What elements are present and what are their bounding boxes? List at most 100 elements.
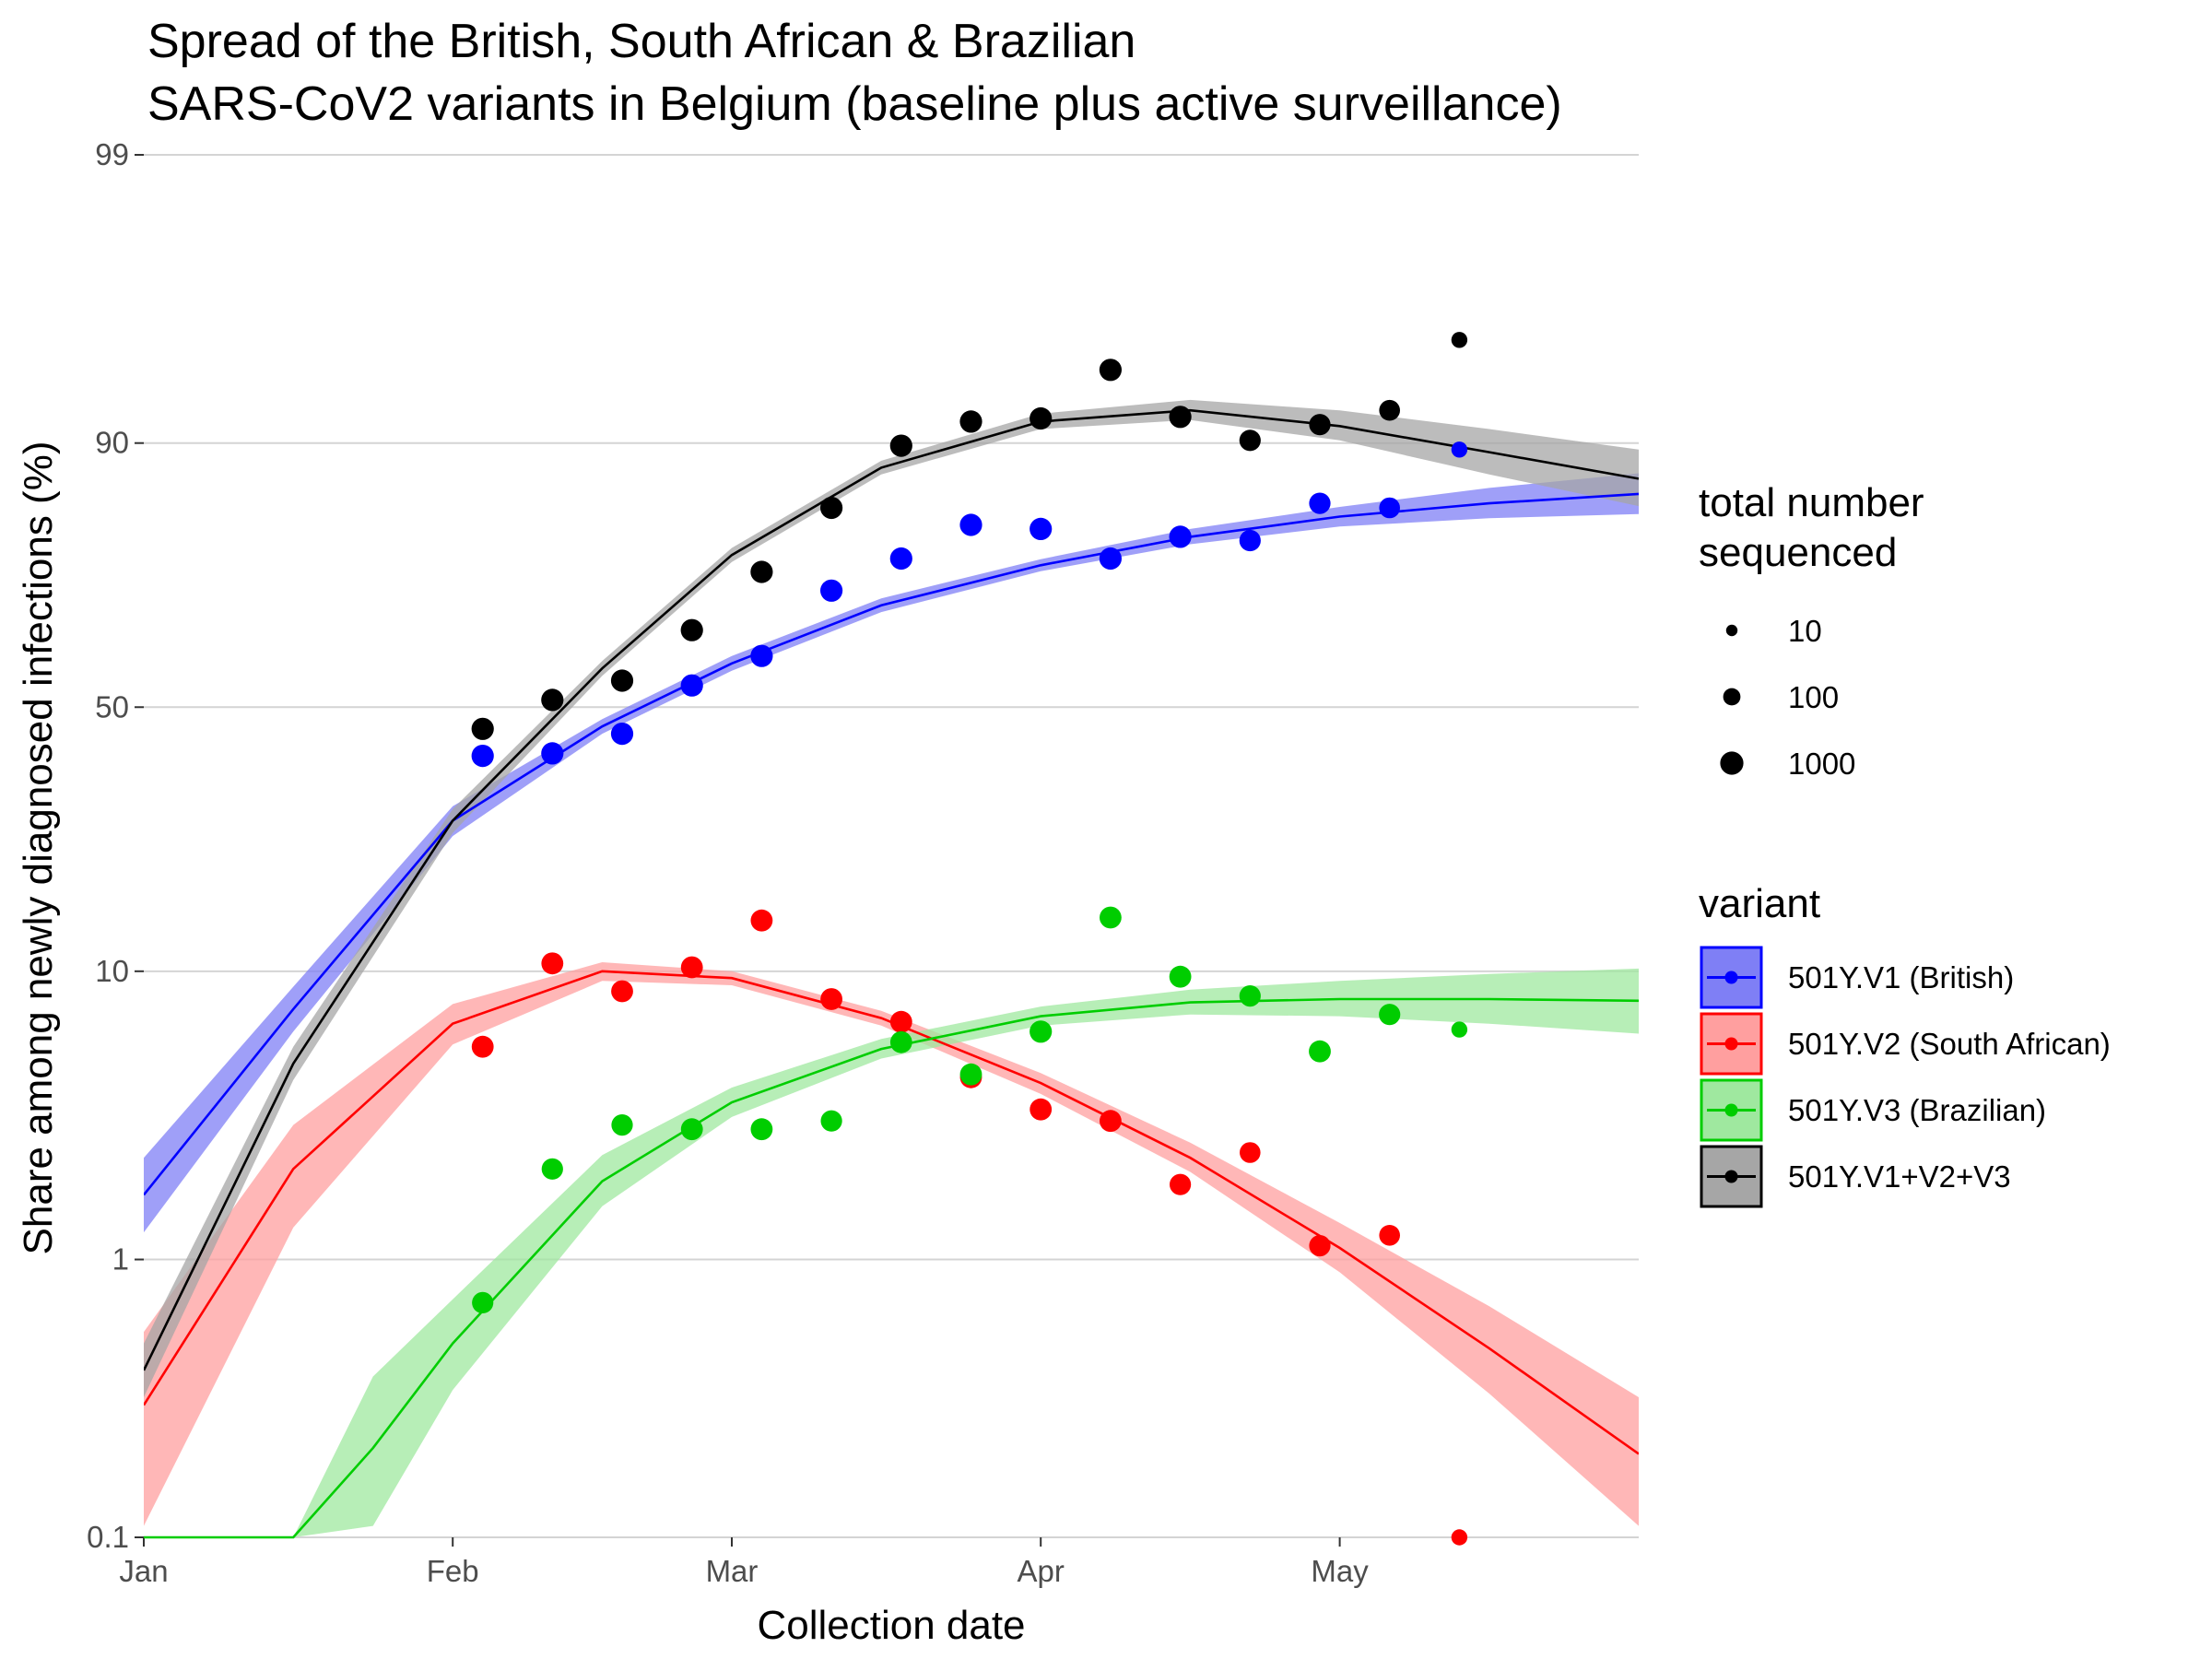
data-point [1451,1021,1468,1038]
data-point [611,980,633,1003]
data-point [820,1110,842,1132]
size-legend-label: 10 [1788,614,1822,648]
size-legend-dot [1720,751,1744,775]
data-point [1170,1173,1192,1195]
data-point [820,988,842,1010]
data-point [1239,529,1261,552]
variant-legend-label: 501Y.V3 (Brazilian) [1788,1093,2046,1127]
x-tick-label: Feb [427,1554,479,1588]
size-legend-label: 100 [1788,680,1839,714]
data-point [959,410,982,433]
data-point [820,579,843,602]
data-point [1379,1004,1401,1026]
size-legend-dot [1723,688,1741,706]
y-tick-label: 50 [95,689,129,724]
size-legend: total number sequenced 10 100 1000 [1699,480,1924,781]
fit-lines [144,408,1639,1539]
data-point [1099,547,1122,571]
data-point [471,745,494,768]
data-point [610,669,634,692]
data-point [889,434,912,457]
data-point [1379,497,1400,519]
data-point [1451,332,1468,348]
data-point [541,1158,563,1180]
variant-legend-title: variant [1699,881,1820,926]
data-point [750,909,773,932]
data-point [959,513,982,536]
data-point [471,717,494,740]
x-tick-label: Jan [119,1554,168,1588]
data-point [1309,492,1331,514]
data-point [541,688,564,712]
data-point [1240,1142,1261,1163]
observed-points [471,332,1468,1546]
data-point [472,1291,494,1313]
variant-legend-key-dot [1724,971,1738,984]
fit-line [144,970,1639,1455]
variant-legend: variant 501Y.V1 (British) 501Y.V2 (South … [1699,881,2111,1208]
data-point [1169,406,1192,429]
data-point [750,1118,773,1141]
x-tick-label: May [1311,1554,1369,1588]
data-point [680,618,703,641]
data-point [1239,985,1261,1007]
variant-legend-key-dot [1724,1170,1738,1183]
variant-legend-key-dot [1724,1037,1738,1051]
chart-title-line-2: SARS-CoV2 variants in Belgium (baseline … [147,77,1562,131]
chart-title-line-1: Spread of the British, South African & B… [147,15,1135,68]
data-point [889,547,912,571]
confidence-band [144,399,1639,1397]
variant-legend-label: 501Y.V1+V2+V3 [1788,1159,2011,1194]
data-point [611,1114,633,1136]
x-tick-label: Apr [1018,1554,1065,1588]
data-point [1030,1020,1053,1043]
data-point [889,1030,912,1053]
data-point [1100,906,1122,929]
data-point [541,742,564,765]
data-point [959,1063,982,1086]
variant-legend-key-dot [1724,1103,1738,1117]
size-legend-label: 1000 [1788,747,1855,781]
y-tick-label: 90 [95,426,129,460]
variant-legend-label: 501Y.V1 (British) [1788,960,2014,994]
y-tick-label: 1 [112,1242,129,1277]
data-point [1099,359,1122,382]
confidence-band [144,962,1639,1526]
size-legend-title-line-1: total number [1699,480,1924,525]
data-point [680,1118,703,1141]
data-point [1239,429,1261,452]
data-point [1379,1225,1400,1246]
data-point [1309,1235,1331,1257]
data-point [680,956,703,979]
data-point [541,952,564,975]
fit-line [144,997,1639,1539]
data-point [1169,525,1192,548]
data-point [1169,965,1192,988]
data-point [1030,1098,1053,1121]
data-point [1309,414,1331,436]
data-point [1030,406,1053,430]
data-point [471,1035,494,1058]
x-axis-ticks: Jan Feb Mar Apr May [119,1537,1369,1588]
confidence-bands [144,399,1639,1537]
y-tick-label: 0.1 [87,1520,129,1554]
data-point [820,496,843,520]
size-legend-title-line-2: sequenced [1699,530,1897,575]
fit-line [144,408,1639,1371]
data-point [1451,441,1468,458]
data-point [1379,399,1400,421]
data-point [1451,1529,1468,1546]
y-axis-ticks: 0.1 1 10 50 90 99 [87,137,144,1554]
y-axis-title: Share among newly diagnosed infections (… [16,441,61,1255]
data-point [750,560,773,583]
data-point [610,723,634,746]
x-axis-title: Collection date [757,1603,1025,1648]
data-point [1100,1110,1122,1133]
data-point [889,1010,912,1033]
variant-legend-label: 501Y.V2 (South African) [1788,1027,2111,1061]
size-legend-dot [1725,624,1738,637]
y-tick-label: 99 [95,137,129,171]
y-tick-label: 10 [95,954,129,988]
